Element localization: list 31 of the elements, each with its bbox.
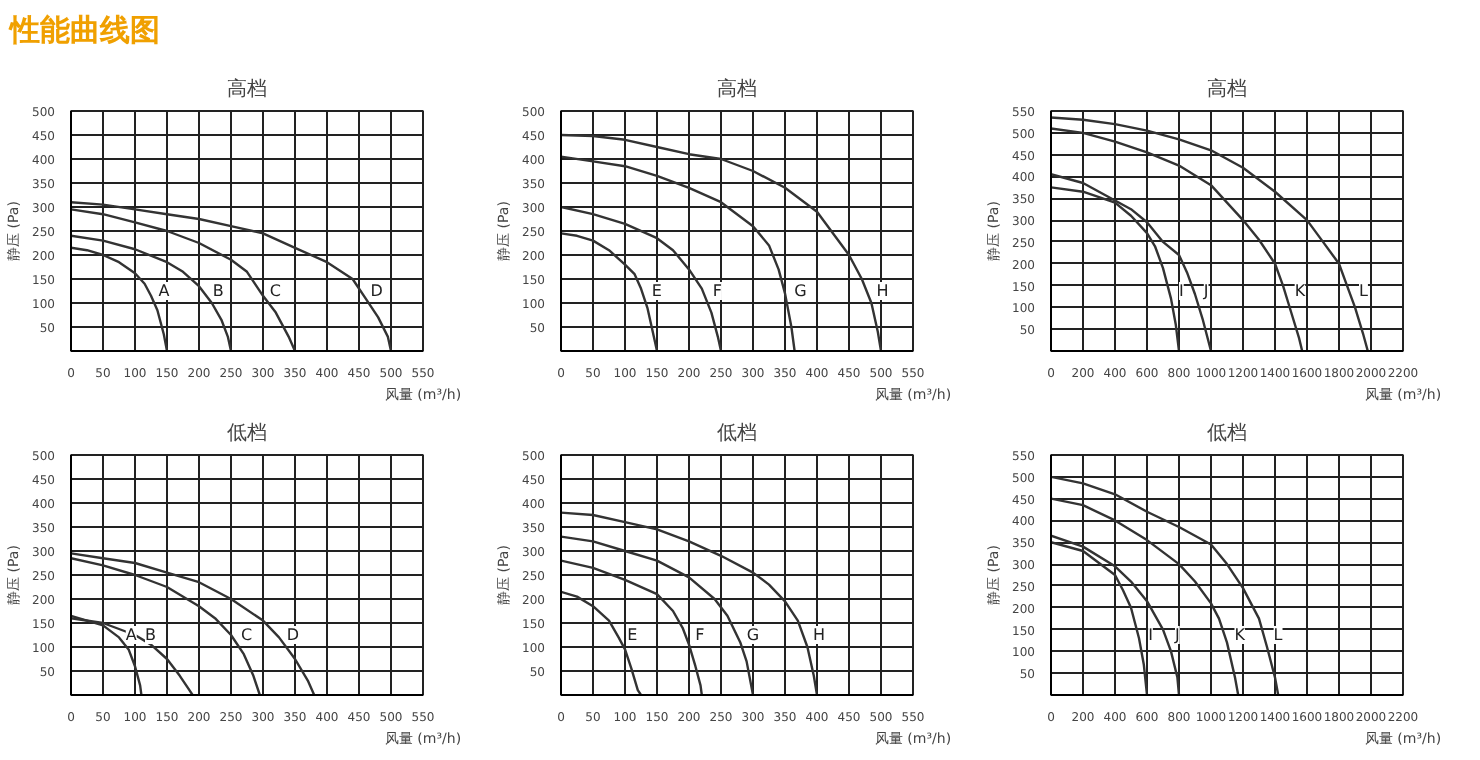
series-label: K xyxy=(1294,282,1307,300)
series-label: J xyxy=(1173,626,1180,644)
series-label: I xyxy=(1148,626,1153,644)
series-label: K xyxy=(1234,626,1247,644)
chart-title: 低档 xyxy=(1207,421,1247,445)
series-label: F xyxy=(695,626,706,644)
series-label: A xyxy=(125,626,138,644)
series-label: G xyxy=(746,626,760,644)
series-label: C xyxy=(241,626,253,644)
chart-title: 高档 xyxy=(717,77,757,101)
series-label: B xyxy=(145,626,156,644)
series-label: E xyxy=(651,282,662,300)
series-label: L xyxy=(1359,282,1369,300)
series-label: J xyxy=(1201,282,1209,300)
series-label: E xyxy=(627,626,638,644)
series-label: I xyxy=(1179,282,1184,300)
text: 性能曲线图 xyxy=(10,12,160,48)
series-label: L xyxy=(1273,626,1284,644)
chart-title: 低档 xyxy=(227,421,267,445)
chart-title: 低档 xyxy=(717,421,757,445)
chart-title: 高档 xyxy=(1207,77,1247,101)
series-label: H xyxy=(876,282,889,300)
chart-title: 高档 xyxy=(227,77,267,101)
series-label: C xyxy=(269,282,282,300)
series-label: H xyxy=(813,626,826,644)
series-label: G xyxy=(794,282,807,300)
series-label: B xyxy=(212,282,224,300)
series-label: F xyxy=(712,282,723,300)
series-label: A xyxy=(158,282,171,300)
series-label: D xyxy=(286,626,300,644)
series-label: D xyxy=(370,282,383,300)
